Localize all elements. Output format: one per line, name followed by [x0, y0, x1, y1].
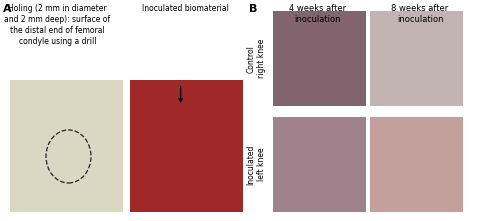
Text: Inoculated
left knee: Inoculated left knee: [246, 145, 266, 185]
Text: 8 weeks after
inoculation: 8 weeks after inoculation: [392, 4, 448, 24]
Text: A: A: [2, 4, 11, 14]
Text: Holing (2 mm in diameter
and 2 mm deep): surface of
the distal end of femoral
co: Holing (2 mm in diameter and 2 mm deep):…: [4, 4, 110, 46]
Text: B: B: [249, 4, 258, 14]
Text: Control
right knee: Control right knee: [246, 39, 266, 78]
Text: Inoculated biomaterial: Inoculated biomaterial: [142, 4, 229, 13]
Text: 4 weeks after
inoculation: 4 weeks after inoculation: [289, 4, 346, 24]
